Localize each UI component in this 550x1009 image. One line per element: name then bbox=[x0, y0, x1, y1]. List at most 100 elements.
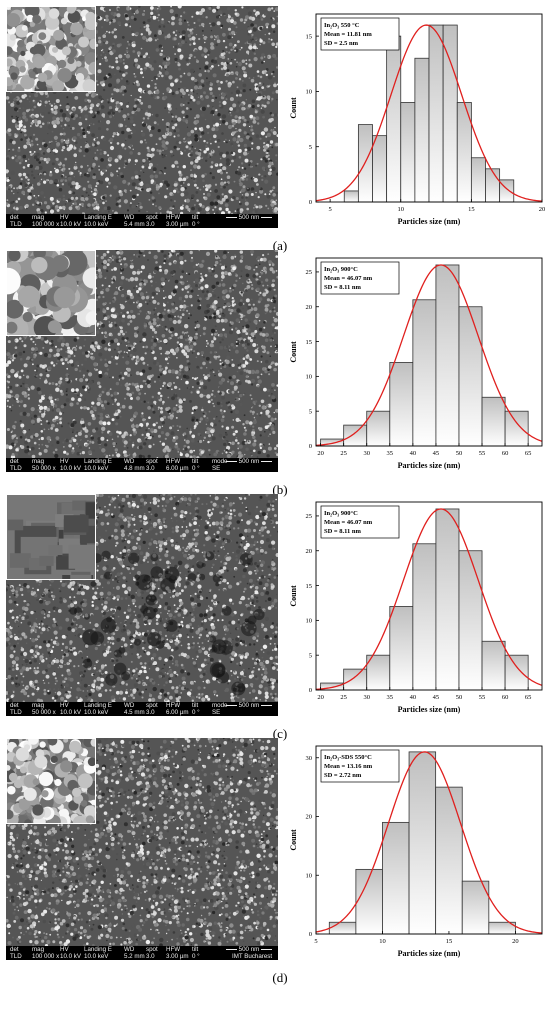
y-tick-label: 5 bbox=[309, 652, 312, 659]
scale-bar: 500 nm bbox=[224, 702, 274, 709]
plot-frame bbox=[315, 501, 543, 691]
sem-param-label: Landing E bbox=[84, 214, 112, 221]
sem-param-label: HFW bbox=[166, 214, 181, 221]
sem-param-value: TLD bbox=[10, 465, 22, 472]
x-tick-label: 20 bbox=[512, 938, 519, 945]
figure-panel: det mag HV Landing E WD spot HFW tilt mode 500 nm… bbox=[0, 494, 550, 742]
sem-param-value: 4.5 mm bbox=[124, 709, 145, 716]
legend-entry: In₂O₃ 900°C bbox=[324, 510, 358, 517]
histogram-bar bbox=[389, 606, 414, 691]
sem-param-label: HV bbox=[60, 458, 69, 465]
histogram-bar bbox=[414, 57, 430, 203]
x-tick-label: 20 bbox=[317, 694, 324, 701]
sem-param-label: spot bbox=[146, 458, 158, 465]
histogram-chart: 5 10 15 20 0 10 20 30 Particles size (nm) Count In… bbox=[286, 738, 550, 970]
y-tick-label: 15 bbox=[306, 33, 313, 40]
histogram-bar bbox=[408, 751, 437, 935]
x-tick-label: 25 bbox=[340, 694, 347, 701]
legend-entry: Mean = 11.81 nm bbox=[324, 31, 372, 38]
y-tick-label: 10 bbox=[306, 872, 313, 879]
sem-param-value: 0 ° bbox=[192, 465, 200, 472]
x-tick-label: 15 bbox=[468, 206, 475, 213]
y-tick-label: 5 bbox=[309, 408, 312, 415]
y-tick-label: 20 bbox=[306, 814, 313, 821]
figure-panel: det mag HV Landing E WD spot HFW tilt 500 nm TLD 1… bbox=[0, 738, 550, 986]
sem-param-label: det bbox=[10, 458, 19, 465]
legend-entry: SD = 8.11 nm bbox=[324, 528, 362, 535]
scale-bar-label: 500 nm bbox=[236, 214, 262, 221]
x-tick-label: 30 bbox=[363, 450, 370, 457]
histogram-bar bbox=[386, 35, 402, 203]
sem-param-value: 100 000 x bbox=[32, 221, 60, 228]
sem-param-value: 4.8 mm bbox=[124, 465, 145, 472]
sem-zoom-inset bbox=[6, 6, 96, 92]
scale-bar-label: 500 nm bbox=[236, 702, 262, 709]
x-tick-label: 50 bbox=[456, 450, 463, 457]
sem-param-label: tilt bbox=[192, 458, 199, 465]
legend-entry: SD = 8.11 nm bbox=[324, 284, 362, 291]
sem-param-value: 3.0 bbox=[146, 465, 155, 472]
sem-param-value: 50 000 x bbox=[32, 709, 56, 716]
histogram-bar bbox=[328, 921, 357, 935]
histogram-chart: 20 25 30 35 40 45 50 55 60 65 0 5 10 15 20 25 Particles … bbox=[286, 494, 550, 726]
sem-param-value: 10.0 keV bbox=[84, 221, 109, 228]
sem-param-value: 10.0 kV bbox=[60, 709, 81, 716]
x-tick-label: 15 bbox=[446, 938, 453, 945]
sem-param-label: HV bbox=[60, 214, 69, 221]
y-tick-label: 15 bbox=[306, 339, 313, 346]
sem-param-label: HV bbox=[60, 702, 69, 709]
sem-param-value: 50 000 x bbox=[32, 465, 56, 472]
y-axis-label: Count bbox=[289, 97, 298, 119]
sem-param-value: 10.0 keV bbox=[84, 709, 109, 716]
histogram-bar bbox=[400, 102, 416, 203]
sem-param-value: 10.0 keV bbox=[84, 465, 109, 472]
plot-frame bbox=[315, 13, 543, 203]
histogram-bar bbox=[343, 668, 368, 691]
x-tick-label: 65 bbox=[525, 450, 532, 457]
sem-param-value: 5.4 mm bbox=[124, 221, 145, 228]
sem-micrograph: det mag HV Landing E WD spot HFW tilt mode 500 nm… bbox=[6, 494, 278, 716]
scale-bar-label: 500 nm bbox=[236, 946, 262, 953]
x-axis-label: Particles size (nm) bbox=[398, 461, 461, 470]
sem-param-value: 3.00 µm bbox=[166, 953, 189, 960]
sem-param-value: 0 ° bbox=[192, 221, 200, 228]
sem-param-value: 3.0 bbox=[146, 709, 155, 716]
sem-param-label: mag bbox=[32, 214, 45, 221]
institution-label: IMT Bucharest bbox=[232, 953, 273, 960]
scale-bar-label: 500 nm bbox=[236, 458, 262, 465]
sem-param-value: 10.0 kV bbox=[60, 221, 81, 228]
sem-param-label: HV bbox=[60, 946, 69, 953]
legend-entry: SD = 2.5 nm bbox=[324, 40, 359, 47]
sem-param-label: Landing E bbox=[84, 458, 112, 465]
sem-micrograph: det mag HV Landing E WD spot HFW tilt mode 500 nm… bbox=[6, 250, 278, 472]
x-tick-label: 40 bbox=[410, 450, 417, 457]
y-tick-label: 5 bbox=[309, 144, 312, 151]
sem-param-label: mag bbox=[32, 946, 45, 953]
histogram-bar bbox=[389, 362, 414, 447]
sem-param-label: WD bbox=[124, 702, 135, 709]
sem-param-label: Landing E bbox=[84, 702, 112, 709]
sem-param-value: SE bbox=[212, 709, 221, 716]
sem-param-label: mag bbox=[32, 702, 45, 709]
histogram-bar bbox=[485, 168, 501, 203]
sem-param-label: det bbox=[10, 946, 19, 953]
sem-param-label: spot bbox=[146, 214, 158, 221]
sem-zoom-inset bbox=[6, 250, 96, 336]
y-tick-label: 20 bbox=[306, 548, 313, 555]
y-tick-label: 15 bbox=[306, 583, 313, 590]
histogram-bar bbox=[458, 306, 483, 447]
x-axis-label: Particles size (nm) bbox=[398, 949, 461, 958]
x-tick-label: 45 bbox=[433, 694, 440, 701]
sem-param-value: TLD bbox=[10, 953, 22, 960]
y-tick-label: 0 bbox=[309, 931, 312, 938]
x-tick-label: 55 bbox=[479, 694, 486, 701]
legend-entry: Mean = 13.16 nm bbox=[324, 763, 373, 770]
y-tick-label: 0 bbox=[309, 199, 312, 206]
x-tick-label: 35 bbox=[387, 694, 394, 701]
sem-param-label: det bbox=[10, 214, 19, 221]
panel-label: (d) bbox=[272, 970, 288, 985]
legend-box bbox=[320, 505, 400, 539]
histogram-bar bbox=[355, 868, 383, 935]
legend-box bbox=[320, 749, 400, 783]
legend-entry: Mean = 46.07 nm bbox=[324, 275, 373, 282]
